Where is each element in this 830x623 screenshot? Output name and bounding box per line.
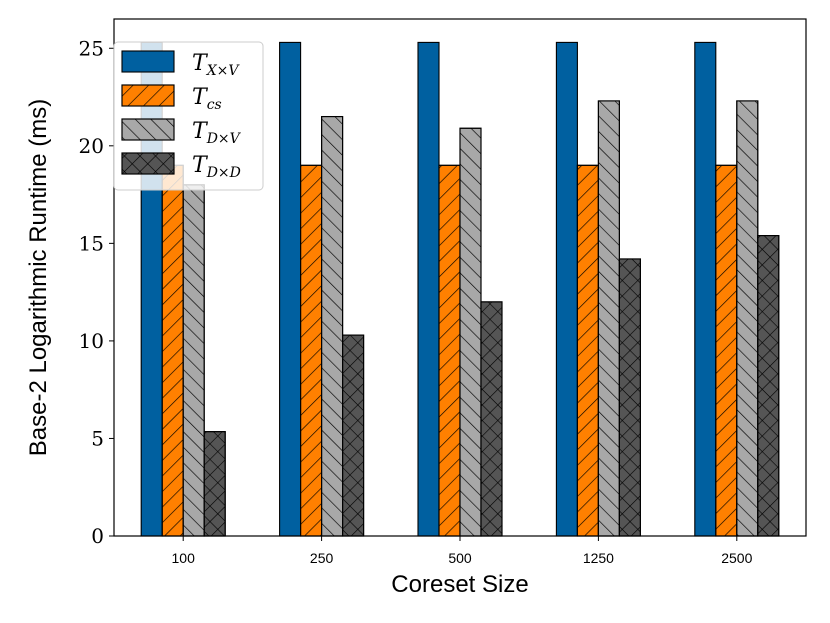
bar-cs-2500-hatch xyxy=(715,164,738,537)
legend-label-d-v: TD×V xyxy=(192,119,242,147)
legend-label-x-v: TX×V xyxy=(192,51,240,79)
x-tick-label-100: 100 xyxy=(172,550,196,566)
x-axis-ticks: 100 250 500 1250 2500 xyxy=(172,536,753,566)
y-tick-label-5: 5 xyxy=(91,426,104,450)
y-tick-label-0: 0 xyxy=(91,524,104,548)
legend-label-d-d: TD×D xyxy=(192,153,241,181)
legend-swatch-hatch-d-v xyxy=(121,118,175,141)
x-tick-label-2500: 2500 xyxy=(721,550,752,566)
x-axis-label: Coreset Size xyxy=(391,571,528,598)
y-tick-label-15: 15 xyxy=(79,231,104,255)
legend: TX×V Tcs TD×V TD×D xyxy=(113,41,264,191)
legend-label-cs: Tcs xyxy=(192,85,222,113)
legend-swatch-hatch-d-d xyxy=(121,152,175,175)
bars-group xyxy=(140,41,780,537)
bar-cs-250-hatch xyxy=(300,164,323,537)
bar-cs-1250-hatch xyxy=(576,164,599,537)
plot-frame xyxy=(113,18,807,537)
bar-x-v-1250 xyxy=(555,41,578,537)
x-tick-label-1250: 1250 xyxy=(583,550,614,566)
y-tick-label-10: 10 xyxy=(79,329,104,353)
bar-d-d-2500-hatch xyxy=(757,235,780,537)
y-tick-label-25: 25 xyxy=(79,36,104,60)
y-axis-label: Base-2 Logarithmic Runtime (ms) xyxy=(25,99,52,456)
bar-d-d-1250-hatch xyxy=(618,258,641,537)
y-tick-label-20: 20 xyxy=(79,134,104,158)
legend-swatch-x-v xyxy=(121,50,175,73)
bar-d-d-500-hatch xyxy=(480,301,503,537)
y-axis-ticks: 0 5 10 15 20 25 xyxy=(79,36,114,548)
bar-d-v-250-hatch xyxy=(321,115,344,537)
bar-x-v-500 xyxy=(417,41,440,537)
legend-swatch-hatch-cs xyxy=(121,84,175,107)
bar-cs-500-hatch xyxy=(438,164,461,537)
bar-d-v-500-hatch xyxy=(459,127,482,537)
bar-d-d-100-hatch xyxy=(203,431,226,537)
bar-d-d-250-hatch xyxy=(342,334,365,537)
bar-cs-100-hatch xyxy=(161,164,184,537)
bar-d-v-100-hatch xyxy=(182,184,205,537)
bar-d-v-1250-hatch xyxy=(597,100,620,537)
bar-x-v-2500 xyxy=(694,41,717,537)
bar-x-v-250 xyxy=(279,41,302,537)
bar-d-v-2500-hatch xyxy=(736,100,759,537)
x-tick-label-250: 250 xyxy=(310,550,334,566)
x-tick-label-500: 500 xyxy=(448,550,472,566)
